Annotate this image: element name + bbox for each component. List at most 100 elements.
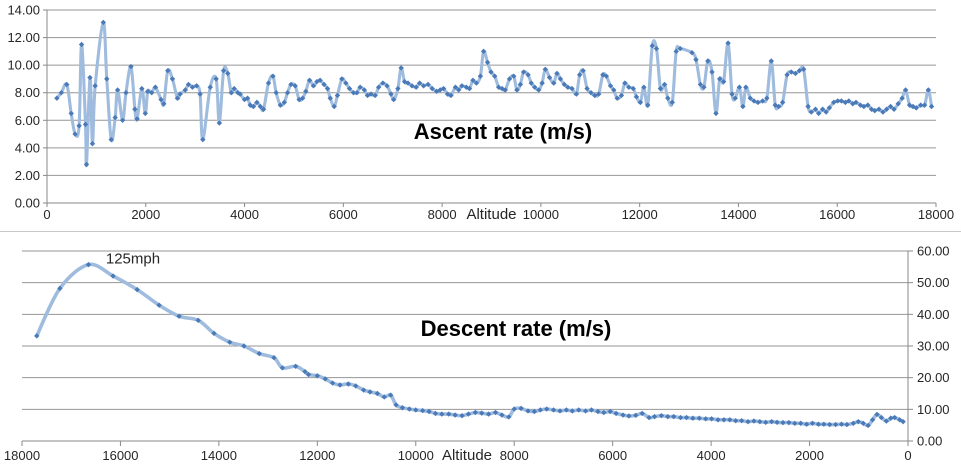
data-point-marker [193,83,200,89]
data-point-marker [161,101,167,107]
ascent-rate-chart: 0.00 2.00 4.00 6.00 8.00 10.00 12.00 14.00 0 2000… [0,0,961,231]
data-point-marker [420,83,427,89]
data-point-marker [696,415,702,421]
data-point-marker [158,96,164,103]
data-point-marker [271,355,277,361]
data-point-marker [618,92,625,99]
data-point-marker [780,419,786,426]
data-point-marker [809,420,816,426]
data-point-marker [539,80,545,86]
data-point-marker [314,373,321,379]
data-point-marker [774,419,780,426]
data-point-marker [372,92,378,99]
data-point-marker [740,103,746,110]
data-point-marker [671,413,677,420]
data-point-marker [149,90,155,96]
data-point-marker [755,99,761,106]
data-point-marker [459,83,465,89]
data-point-marker [788,69,794,75]
data-point-marker [803,421,810,427]
data-point-marker [329,380,336,386]
data-point-marker [197,91,203,97]
data-point-marker [139,85,145,92]
data-point-marker [413,407,419,413]
x-tick-label: 14000 [720,207,756,222]
data-point-marker [821,421,827,427]
data-point-marker [865,102,871,108]
data-point-marker [603,73,610,79]
data-point-marker [132,106,138,112]
y-tick-label: 6.00 [15,113,40,128]
y-tick-label: 20.00 [917,370,950,385]
data-point-marker [514,87,520,93]
data-point-marker [525,72,531,78]
y-tick-label: 10.00 [7,58,40,73]
data-point-marker [256,350,262,357]
data-point-marker [819,106,826,112]
data-point-marker [337,382,343,388]
data-point-marker [100,19,107,26]
data-point-marker [477,73,484,79]
data-point-marker [645,102,651,108]
data-point-marker [357,84,363,90]
data-point-marker [440,85,447,92]
data-point-marker [85,261,92,268]
y-tick-label: 0.00 [917,434,942,449]
x-tick-label: 4000 [697,448,726,463]
data-point-marker [925,87,932,93]
data-point-marker [429,85,435,92]
data-point-marker [250,103,257,110]
data-point-marker [470,77,476,84]
data-point-marker [797,420,804,426]
x-tick-label: 16000 [102,448,138,463]
data-point-marker [391,96,397,103]
data-point-marker [792,420,798,426]
data-point-marker [119,117,126,123]
data-point-marker [812,106,819,112]
data-point-marker [850,101,856,107]
data-point-marker [784,72,790,78]
data-point-marker [182,87,188,93]
data-point-marker [715,417,721,423]
data-point-marker [506,414,512,420]
data-point-marker [520,69,527,75]
data-point-marker [152,84,159,90]
data-point-marker [844,421,850,428]
data-point-marker [104,76,110,82]
data-point-marker [78,41,85,48]
data-point-marker [321,81,327,88]
data-point-marker [827,421,833,428]
data-point-marker [775,103,782,110]
x-tick-label: 10000 [523,207,559,222]
data-point-marker [82,121,89,128]
data-point-marker [913,105,919,111]
data-point-marker [738,418,745,424]
data-point-marker [237,91,243,97]
data-point-marker [565,84,571,90]
x-tick-label: 8000 [500,448,529,463]
data-point-marker [595,408,601,415]
data-point-marker [57,285,63,292]
data-point-marker [511,406,517,412]
data-point-marker [853,99,859,106]
data-point-marker [220,67,227,74]
data-point-marker [72,131,78,137]
data-point-marker [387,392,394,398]
data-point-marker [207,84,213,90]
data-point-marker [727,417,733,423]
data-point-marker [525,408,531,414]
chart-title: Ascent rate (m/s) [414,119,593,144]
data-point-marker [816,110,822,117]
data-point-marker [665,95,671,101]
data-point-marker [83,161,90,168]
data-point-marker [721,417,727,423]
data-point-marker [353,383,359,389]
x-tick-label: 12000 [299,448,335,463]
data-point-marker [550,407,557,413]
data-point-marker [733,418,739,424]
data-point-marker [883,418,890,424]
data-point-marker [582,408,589,414]
data-point-marker [532,84,538,90]
data-point-marker [872,107,878,114]
